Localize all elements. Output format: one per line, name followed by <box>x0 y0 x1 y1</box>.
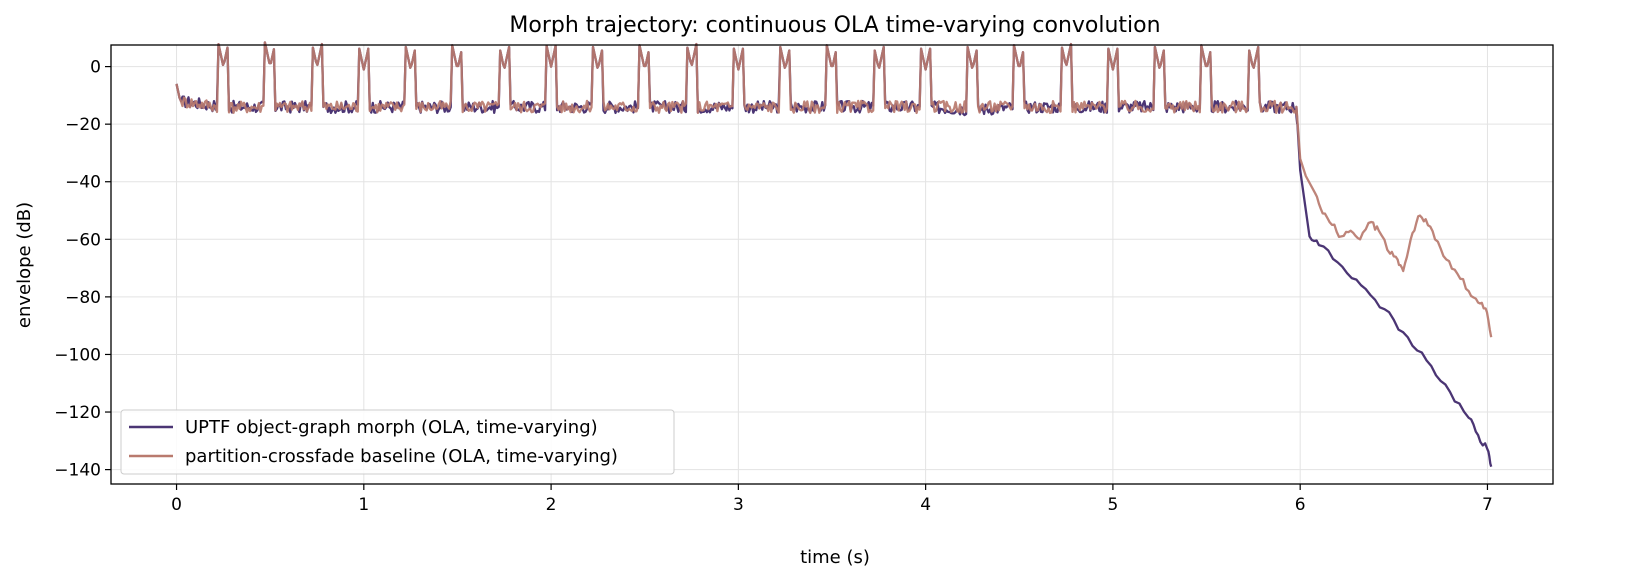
chart-title: Morph trajectory: continuous OLA time-va… <box>509 13 1160 38</box>
y-tick-label: −60 <box>65 230 101 250</box>
legend-box <box>120 409 675 475</box>
x-tick-label: 6 <box>1295 495 1306 515</box>
y-tick-label: −20 <box>65 115 101 135</box>
y-tick-label: −80 <box>65 288 101 308</box>
y-tick-label: −100 <box>54 345 101 365</box>
y-tick-label: −140 <box>54 461 101 481</box>
y-tick-label: −40 <box>65 173 101 193</box>
y-axis-title: envelope (dB) <box>14 202 35 328</box>
plot-frame <box>110 44 1554 485</box>
x-tick-label: 5 <box>1107 495 1118 515</box>
x-tick-label: 1 <box>358 495 369 515</box>
x-axis-title: time (s) <box>800 547 870 568</box>
x-tick-label: 3 <box>733 495 744 515</box>
tick-layer: 0 1 2 3 4 5 6 7 0 −20 −40 −60 −80 −100 −120 −140 <box>54 58 1493 515</box>
x-tick-label: 4 <box>920 495 931 515</box>
x-tick-label: 2 <box>546 495 557 515</box>
x-tick-label: 0 <box>171 495 182 515</box>
y-tick-label: 0 <box>90 58 101 78</box>
legend-label-upt-morph: UPTF object-graph morph (OLA, time-varyi… <box>185 417 598 438</box>
grid-layer <box>111 45 1553 484</box>
x-tick-label: 7 <box>1482 495 1493 515</box>
series-line-crossfade-baseline <box>175 41 1493 338</box>
series-layer <box>175 41 1493 468</box>
legend: UPTF object-graph morph (OLA, time-varyi… <box>120 409 675 475</box>
legend-label-crossfade-baseline: partition-crossfade baseline (OLA, time-… <box>185 446 618 467</box>
y-tick-label: −120 <box>54 403 101 423</box>
